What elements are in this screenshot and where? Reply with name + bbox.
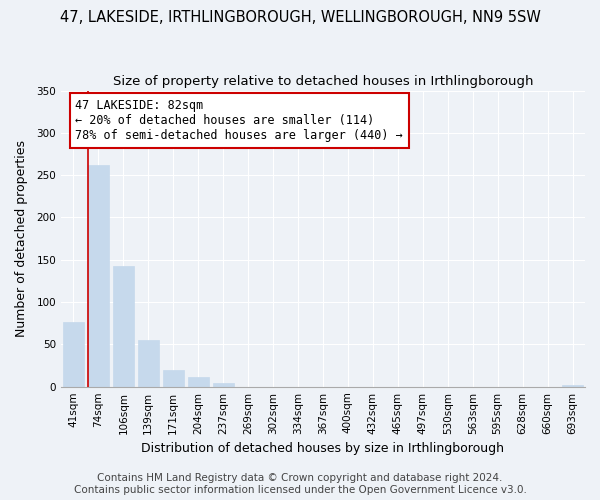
Bar [113, 266, 134, 386]
Bar [212, 384, 234, 386]
Bar [137, 340, 159, 386]
Text: 47 LAKESIDE: 82sqm
← 20% of detached houses are smaller (114)
78% of semi-detach: 47 LAKESIDE: 82sqm ← 20% of detached hou… [76, 99, 403, 142]
Text: Contains HM Land Registry data © Crown copyright and database right 2024.
Contai: Contains HM Land Registry data © Crown c… [74, 474, 526, 495]
Y-axis label: Number of detached properties: Number of detached properties [15, 140, 28, 337]
Bar [188, 378, 209, 386]
Title: Size of property relative to detached houses in Irthlingborough: Size of property relative to detached ho… [113, 75, 533, 88]
Bar [163, 370, 184, 386]
Bar [562, 385, 583, 386]
X-axis label: Distribution of detached houses by size in Irthlingborough: Distribution of detached houses by size … [142, 442, 505, 455]
Bar [63, 322, 84, 386]
Text: 47, LAKESIDE, IRTHLINGBOROUGH, WELLINGBOROUGH, NN9 5SW: 47, LAKESIDE, IRTHLINGBOROUGH, WELLINGBO… [59, 10, 541, 25]
Bar [88, 165, 109, 386]
